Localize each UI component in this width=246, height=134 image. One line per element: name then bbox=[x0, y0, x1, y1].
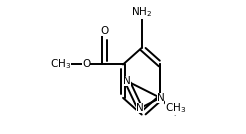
Text: O: O bbox=[101, 26, 109, 36]
Text: CH$_3$: CH$_3$ bbox=[49, 58, 71, 71]
Text: N: N bbox=[123, 76, 131, 86]
Text: N: N bbox=[156, 93, 164, 103]
Text: O: O bbox=[82, 59, 91, 70]
Text: NH$_2$: NH$_2$ bbox=[131, 6, 152, 19]
Text: CH$_3$: CH$_3$ bbox=[165, 101, 186, 115]
Text: N: N bbox=[136, 103, 144, 113]
